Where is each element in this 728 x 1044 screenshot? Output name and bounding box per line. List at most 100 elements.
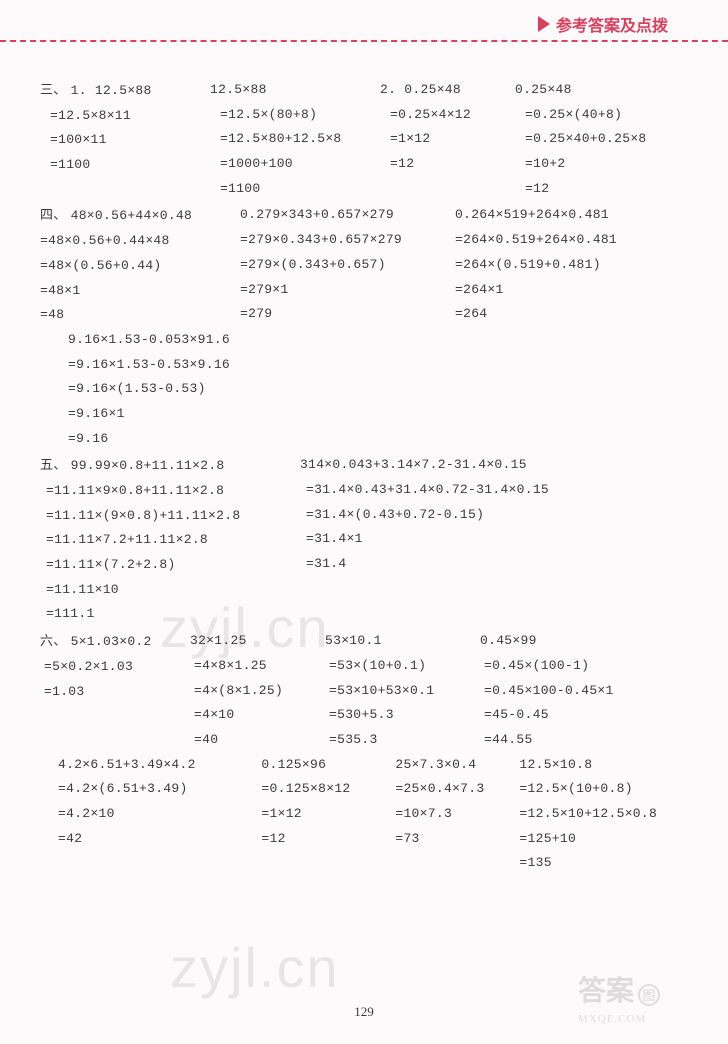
- problem-step: =4×10: [190, 703, 325, 728]
- header-title: 参考答案及点拨: [556, 12, 668, 36]
- problem-header: 12.5×88: [210, 78, 380, 103]
- problem-step: =279: [240, 302, 455, 327]
- problem-step: =10×7.3: [395, 802, 519, 827]
- problem-col: 0.25×48=0.25×(40+8)=0.25×40+0.25×8=10+2=…: [515, 78, 685, 201]
- problem-col: 三、1. 12.5×88=12.5×8×11=100×11=1100: [40, 78, 210, 201]
- problem-col: 六、5×1.03×0.2=5×0.2×1.03=1.03: [40, 629, 190, 752]
- page-header: 参考答案及点拨: [538, 12, 668, 36]
- section-4: 四、48×0.56+44×0.48=48×0.56+0.44×48=48×(0.…: [40, 203, 698, 451]
- problem-step: =9.16×1: [68, 402, 468, 427]
- problem-step: =530+5.3: [325, 703, 480, 728]
- answer-badge: 答案图 MXQE.COM: [578, 969, 708, 1024]
- problem-step: =9.16×1.53-0.53×9.16: [68, 353, 468, 378]
- problem-step: =73: [395, 827, 519, 852]
- problem-step: =0.45×(100-1): [480, 654, 660, 679]
- problem-step: =1×12: [380, 127, 515, 152]
- problem-step: =48×(0.56+0.44): [40, 254, 240, 279]
- page-number: 129: [354, 1004, 374, 1020]
- problem-step: =31.4×(0.43+0.72-0.15): [300, 503, 640, 528]
- section-3: 三、1. 12.5×88=12.5×8×11=100×11=110012.5×8…: [40, 78, 698, 201]
- problem-step: =125+10: [519, 827, 698, 852]
- problem-col: 0.279×343+0.657×279=279×0.343+0.657×279=…: [240, 203, 455, 327]
- problem-col: 9.16×1.53-0.053×91.6=9.16×1.53-0.53×9.16…: [68, 328, 468, 451]
- problem-step: =25×0.4×7.3: [395, 777, 519, 802]
- problem-step: =53×10+53×0.1: [325, 679, 480, 704]
- problem-step: =279×1: [240, 278, 455, 303]
- problem-header: 六、5×1.03×0.2: [40, 629, 190, 655]
- problem-step: =45-0.45: [480, 703, 660, 728]
- problem-header: 32×1.25: [190, 629, 325, 654]
- problem-step: =535.3: [325, 728, 480, 753]
- problem-header: 314×0.043+3.14×7.2-31.4×0.15: [300, 453, 640, 478]
- problem-col: 12.5×88=12.5×(80+8)=12.5×80+12.5×8=1000+…: [210, 78, 380, 201]
- problem-step: =4×(8×1.25): [190, 679, 325, 704]
- problem-step: =53×(10+0.1): [325, 654, 480, 679]
- problem-step: =40: [190, 728, 325, 753]
- problem-col: 四、48×0.56+44×0.48=48×0.56+0.44×48=48×(0.…: [40, 203, 240, 327]
- problem-step: =12.5×(80+8): [210, 103, 380, 128]
- problem-step: =12: [515, 177, 685, 202]
- problem-step: =279×(0.343+0.657): [240, 253, 455, 278]
- problem-step: =264×1: [455, 278, 665, 303]
- problem-step: =12.5×80+12.5×8: [210, 127, 380, 152]
- problem-step: =0.45×100-0.45×1: [480, 679, 660, 704]
- problem-step: =31.4×1: [300, 527, 640, 552]
- problem-header: 四、48×0.56+44×0.48: [40, 203, 240, 229]
- problem-step: =31.4×0.43+31.4×0.72-31.4×0.15: [300, 478, 640, 503]
- problem-col: 32×1.25=4×8×1.25=4×(8×1.25)=4×10=40: [190, 629, 325, 752]
- problem-step: =1100: [40, 153, 210, 178]
- problem-step: =12: [380, 152, 515, 177]
- problem-step: =12: [261, 827, 395, 852]
- divider: [0, 40, 728, 42]
- problem-step: =0.125×8×12: [261, 777, 395, 802]
- problem-step: =1000+100: [210, 152, 380, 177]
- problem-step: =1100: [210, 177, 380, 202]
- problem-step: =9.16×(1.53-0.53): [68, 377, 468, 402]
- problem-col: 0.264×519+264×0.481=264×0.519+264×0.481=…: [455, 203, 665, 327]
- problem-step: =264: [455, 302, 665, 327]
- problem-step: =44.55: [480, 728, 660, 753]
- problem-step: =48×1: [40, 279, 240, 304]
- problem-col: 314×0.043+3.14×7.2-31.4×0.15=31.4×0.43+3…: [300, 453, 640, 627]
- problem-header: 0.125×96: [261, 753, 395, 778]
- problem-header: 53×10.1: [325, 629, 480, 654]
- problem-col: 53×10.1=53×(10+0.1)=53×10+53×0.1=530+5.3…: [325, 629, 480, 752]
- problem-header: 4.2×6.51+3.49×4.2: [58, 753, 261, 778]
- problem-header: 25×7.3×0.4: [395, 753, 519, 778]
- problem-step: =11.11×7.2+11.11×2.8: [40, 528, 300, 553]
- problem-step: =48: [40, 303, 240, 328]
- problem-header: 9.16×1.53-0.053×91.6: [68, 328, 468, 353]
- problem-step: =4.2×10: [58, 802, 261, 827]
- problem-step: =4.2×(6.51+3.49): [58, 777, 261, 802]
- problem-col: 0.45×99=0.45×(100-1)=0.45×100-0.45×1=45-…: [480, 629, 660, 752]
- problem-step: =11.11×10: [40, 578, 300, 603]
- problem-step: =264×0.519+264×0.481: [455, 228, 665, 253]
- problem-step: =11.11×(7.2+2.8): [40, 553, 300, 578]
- watermark: zyjl.cn: [170, 935, 340, 1000]
- problem-header: 0.264×519+264×0.481: [455, 203, 665, 228]
- problem-step: =0.25×40+0.25×8: [515, 127, 685, 152]
- problem-step: =12.5×(10+0.8): [519, 777, 698, 802]
- section-6: 六、5×1.03×0.2=5×0.2×1.03=1.0332×1.25=4×8×…: [40, 629, 698, 876]
- problem-step: =111.1: [40, 602, 300, 627]
- section-5: 五、99.99×0.8+11.11×2.8=11.11×9×0.8+11.11×…: [40, 453, 698, 627]
- problem-step: =12.5×10+12.5×0.8: [519, 802, 698, 827]
- problem-step: =135: [519, 851, 698, 876]
- problem-step: =0.25×4×12: [380, 103, 515, 128]
- content-body: 三、1. 12.5×88=12.5×8×11=100×11=110012.5×8…: [40, 78, 698, 878]
- problem-step: =1.03: [40, 680, 190, 705]
- problem-header: 三、1. 12.5×88: [40, 78, 210, 104]
- problem-step: =12.5×8×11: [40, 104, 210, 129]
- problem-header: 0.279×343+0.657×279: [240, 203, 455, 228]
- arrow-icon: [538, 16, 550, 32]
- problem-header: 0.25×48: [515, 78, 685, 103]
- problem-header: 0.45×99: [480, 629, 660, 654]
- problem-step: =279×0.343+0.657×279: [240, 228, 455, 253]
- problem-step: =1×12: [261, 802, 395, 827]
- problem-step: =264×(0.519+0.481): [455, 253, 665, 278]
- problem-col: 2. 0.25×48=0.25×4×12=1×12=12: [380, 78, 515, 201]
- problem-step: =4×8×1.25: [190, 654, 325, 679]
- problem-col: 0.125×96=0.125×8×12=1×12=12: [261, 753, 395, 876]
- problem-header: 2. 0.25×48: [380, 78, 515, 103]
- problem-step: =42: [58, 827, 261, 852]
